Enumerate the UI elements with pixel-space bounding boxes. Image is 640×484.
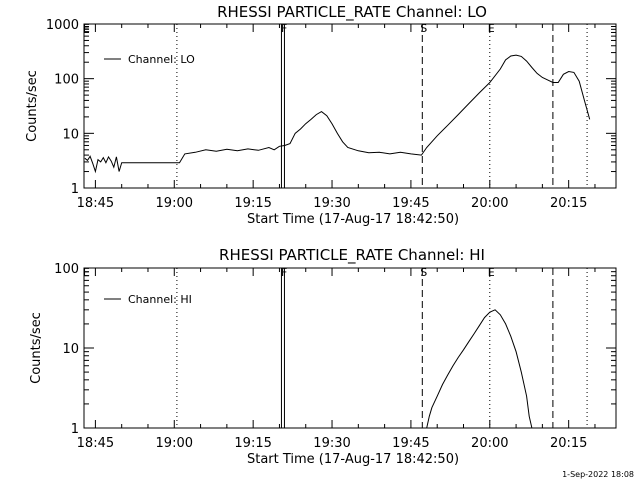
series-line-channel-hi	[426, 309, 533, 429]
y-tick-label: 10	[62, 127, 79, 142]
x-axis-label: Start Time (17-Aug-17 18:42:50)	[247, 212, 459, 227]
event-marker-label: F	[281, 266, 287, 279]
y-tick-label: 1000	[46, 18, 79, 33]
chart-title: RHESSI PARTICLE_RATE Channel: LO	[217, 3, 487, 22]
x-tick-label: 19:45	[392, 196, 429, 211]
x-tick-label: 19:30	[313, 436, 350, 451]
legend-label: Channel: HI	[128, 293, 192, 306]
chart-title: RHESSI PARTICLE_RATE Channel: HI	[219, 246, 485, 265]
y-tick-label: 10	[62, 342, 79, 357]
y-axis-label: Counts/sec	[25, 70, 40, 142]
x-tick-label: 19:00	[156, 196, 193, 211]
event-marker-label: S	[420, 22, 427, 35]
series-line-channel-lo	[84, 54, 591, 174]
x-tick-label: 18:45	[77, 436, 114, 451]
x-tick-label: 20:00	[471, 436, 508, 451]
chart-panel-1: RHESSI PARTICLE_RATE Channel: LO 1 10 100 10…	[25, 3, 617, 227]
x-tick-label: 20:15	[550, 436, 587, 451]
x-tick-label: 18:45	[77, 196, 114, 211]
y-tick-label: 1	[71, 182, 79, 197]
footer-timestamp: 1-Sep-2022 18:08	[562, 470, 634, 479]
x-tick-label: 20:00	[471, 196, 508, 211]
event-marker-label: E	[83, 266, 90, 279]
x-tick-label: 19:45	[392, 436, 429, 451]
x-tick-label: 20:15	[550, 196, 587, 211]
chart-panel-2: RHESSI PARTICLE_RATE Channel: HI 1 10 100 18…	[29, 246, 617, 467]
event-marker-label: E	[488, 22, 495, 35]
y-tick-label: 1	[71, 422, 79, 437]
event-marker-label: E	[488, 266, 495, 279]
y-tick-label: 100	[54, 73, 79, 88]
event-marker-label: E	[83, 22, 90, 35]
event-marker-label: S	[420, 266, 427, 279]
x-tick-label: 19:15	[234, 196, 271, 211]
legend-label: Channel: LO	[128, 53, 195, 66]
y-tick-label: 100	[54, 262, 79, 277]
event-marker-label: F	[281, 22, 287, 35]
y-axis-label: Counts/sec	[29, 312, 44, 384]
x-axis-label: Start Time (17-Aug-17 18:42:50)	[247, 452, 459, 467]
x-tick-label: 19:00	[156, 436, 193, 451]
x-tick-label: 19:30	[313, 196, 350, 211]
plot-frame	[83, 23, 617, 189]
x-tick-label: 19:15	[234, 436, 271, 451]
